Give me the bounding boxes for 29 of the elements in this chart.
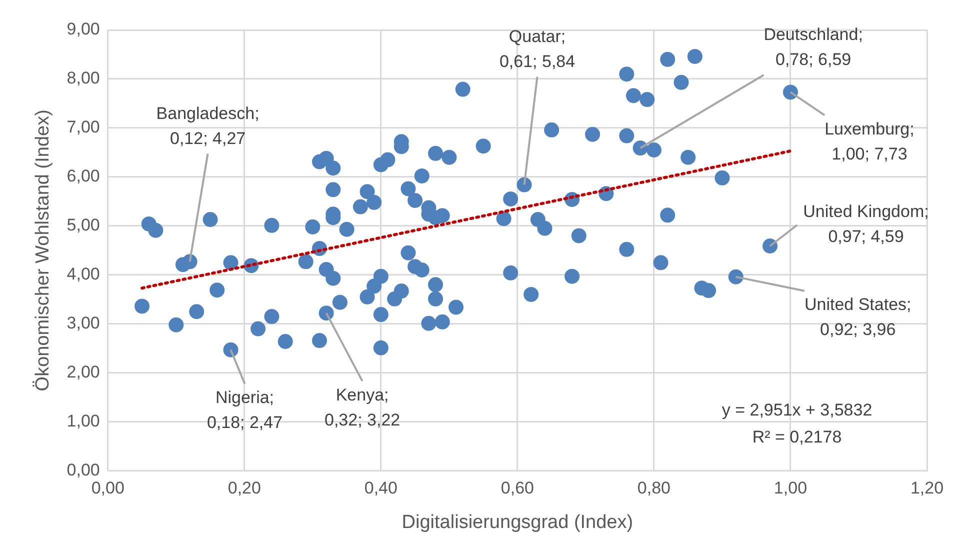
x-axis-title: Digitalisierungsgrad (Index) [402,512,634,533]
annotation: Quatar; 0,61; 5,84 [499,26,576,71]
x-tick-label: 1,00 [774,478,808,498]
y-tick-label: 5,00 [66,216,100,235]
y-tick-label: 2,00 [66,362,100,382]
annotation: United Kingdom; 0,97; 4,59 [803,202,929,246]
y-tick-label: 8,00 [66,68,100,88]
x-tick-label: 1,20 [910,478,944,498]
x-tick-label: 0,80 [637,478,671,498]
annotation: United States; 0,92; 3,96 [804,295,912,340]
y-tick-label: 9,00 [66,20,100,39]
x-tick-label: 0,40 [364,478,398,498]
y-tick-label: 4,00 [66,264,100,284]
x-tick-label: 0,20 [228,478,261,498]
y-tick-label: 1,00 [66,412,100,431]
y-tick-label: 0,00 [66,460,100,480]
annotation: Nigeria; 0,18; 2,47 [206,388,283,432]
y-axis-title: Ökonomischer Wohlstand (Index) [32,110,54,392]
annotation: Kenya; 0,32; 3,22 [324,385,400,430]
annotation: Deutschland; 0,78; 6,59 [764,25,863,70]
y-tick-label: 3,00 [66,314,100,333]
y-tick-label: 7,00 [66,118,100,137]
annotation: R² = 0,2178 [752,427,842,446]
annotation: y = 2,951x + 3,5832 [722,400,872,420]
x-tick-label: 0,60 [500,478,534,498]
x-tick-label: 0,00 [91,478,124,498]
annotation: Bangladesch; 0,12; 4,27 [156,104,260,148]
annotation: Luxemburg; 1,00; 7,73 [824,119,914,164]
y-tick-label: 6,00 [66,166,100,186]
